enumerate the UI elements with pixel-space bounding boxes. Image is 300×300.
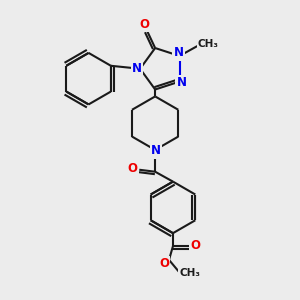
Text: CH₃: CH₃	[179, 268, 200, 278]
Text: N: N	[151, 144, 161, 158]
Text: O: O	[159, 257, 169, 270]
Text: N: N	[176, 76, 187, 89]
Text: O: O	[191, 238, 201, 251]
Text: N: N	[173, 46, 184, 59]
Text: CH₃: CH₃	[198, 39, 219, 49]
Text: O: O	[139, 18, 149, 31]
Text: N: N	[132, 62, 142, 75]
Text: O: O	[128, 162, 137, 175]
